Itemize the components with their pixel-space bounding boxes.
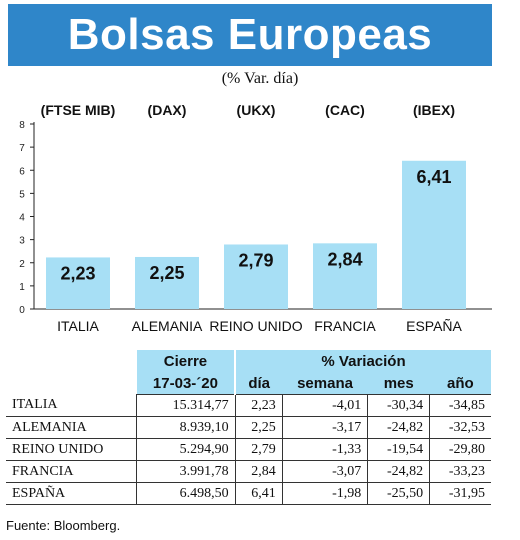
table-row: ALEMANIA 8.939,10 2,25 -3,17 -24,82 -32,53 — [6, 416, 491, 439]
x-tick-label: ITALIA — [57, 318, 99, 334]
header-date: 17-03-´20 — [136, 372, 237, 395]
index-label: (DAX) — [148, 102, 187, 118]
cierre-cell: 8.939,10 — [136, 416, 236, 439]
dia-cell: 2,25 — [235, 416, 283, 439]
table-row: REINO UNIDO 5.294,90 2,79 -1,33 -19,54 -29,80 — [6, 438, 491, 461]
dia-cell: 2,84 — [235, 460, 283, 483]
index-label: (FTSE MIB) — [41, 102, 116, 118]
mes-cell: -24,82 — [367, 416, 431, 439]
y-tick-label: 1 — [19, 282, 25, 293]
country-cell: REINO UNIDO — [6, 438, 138, 461]
data-label: 2,84 — [327, 249, 362, 269]
cierre-cell: 15.314,77 — [136, 394, 236, 417]
semana-cell: -4,01 — [282, 394, 369, 417]
country-cell: ALEMANIA — [6, 416, 138, 439]
table-row: ESPAÑA 6.498,50 6,41 -1,98 -25,50 -31,95 — [6, 482, 491, 505]
header-semana: semana — [282, 372, 368, 395]
index-label: (IBEX) — [413, 102, 455, 118]
country-cell: ITALIA — [6, 394, 138, 417]
chart-subtitle: (% Var. día) — [221, 70, 299, 87]
header-variacion: % Variación — [235, 350, 491, 372]
index-label: (UKX) — [237, 102, 276, 118]
bars — [46, 160, 466, 309]
y-tick-label: 8 — [19, 120, 25, 131]
y-tick-label: 0 — [19, 305, 25, 316]
x-tick-label: ESPAÑA — [406, 318, 462, 334]
bar — [313, 243, 377, 309]
semana-cell: -1,33 — [282, 438, 369, 461]
data-label: 2,79 — [238, 250, 273, 270]
dia-cell: 2,79 — [235, 438, 283, 461]
table-row: ITALIA 15.314,77 2,23 -4,01 -30,34 -34,85 — [6, 394, 491, 417]
y-tick-label: 2 — [19, 259, 25, 270]
ano-cell: -33,23 — [429, 460, 491, 483]
y-tick-label: 5 — [19, 189, 25, 200]
bar — [46, 257, 110, 309]
mes-cell: -24,82 — [367, 460, 431, 483]
semana-cell: -3,17 — [282, 416, 369, 439]
table-header-row-2: 17-03-´20 día semana mes año — [6, 372, 491, 395]
mes-cell: -19,54 — [367, 438, 431, 461]
chart-title: Bolsas Europeas — [8, 4, 492, 66]
mes-cell: -25,50 — [367, 482, 431, 505]
header-empty — [6, 350, 137, 372]
source-note: Fuente: Bloomberg. — [6, 518, 121, 533]
table-header-row-1: Cierre % Variación — [6, 350, 491, 372]
header-empty-2 — [6, 372, 137, 395]
cierre-cell: 3.991,78 — [136, 460, 236, 483]
header-cierre: Cierre — [136, 350, 237, 372]
bar — [224, 244, 288, 309]
y-tick-label: 4 — [19, 213, 25, 224]
ano-cell: -34,85 — [429, 394, 491, 417]
mes-cell: -30,34 — [367, 394, 431, 417]
ano-cell: -32,53 — [429, 416, 491, 439]
labels: 2,23 (FTSE MIB) ITALIA 2,25 (DAX) ALEMANIA 2,7… — [41, 102, 463, 334]
dia-cell: 6,41 — [235, 482, 283, 505]
data-label: 2,25 — [149, 263, 184, 283]
semana-cell: -1,98 — [282, 482, 369, 505]
x-tick-label: ALEMANIA — [132, 318, 203, 334]
y-tick-label: 7 — [19, 143, 25, 154]
cierre-cell: 6.498,50 — [136, 482, 236, 505]
y-tick-label: 6 — [19, 166, 25, 177]
ano-cell: -31,95 — [429, 482, 491, 505]
ano-cell: -29,80 — [429, 438, 491, 461]
country-cell: FRANCIA — [6, 460, 138, 483]
data-table: Cierre % Variación 17-03-´20 día semana … — [6, 350, 491, 505]
data-label: 2,23 — [60, 263, 95, 283]
dia-cell: 2,23 — [235, 394, 283, 417]
header-ano: año — [429, 372, 491, 395]
country-cell: ESPAÑA — [6, 482, 138, 505]
data-label: 6,41 — [416, 167, 451, 187]
x-tick-label: REINO UNIDO — [209, 318, 302, 334]
header-mes: mes — [367, 372, 430, 395]
bar-chart: 0 1 2 3 4 5 6 7 8 2,23 (FTSE MIB) ITALIA 2,25 (DAX) A… — [19, 102, 492, 334]
semana-cell: -3,07 — [282, 460, 369, 483]
cierre-cell: 5.294,90 — [136, 438, 236, 461]
table-row: FRANCIA 3.991,78 2,84 -3,07 -24,82 -33,23 — [6, 460, 491, 483]
x-tick-label: FRANCIA — [314, 318, 376, 334]
bar — [402, 160, 466, 309]
bar — [135, 256, 199, 309]
y-tick-label: 3 — [19, 236, 25, 247]
index-label: (CAC) — [325, 102, 365, 118]
header-dia: día — [235, 372, 283, 395]
